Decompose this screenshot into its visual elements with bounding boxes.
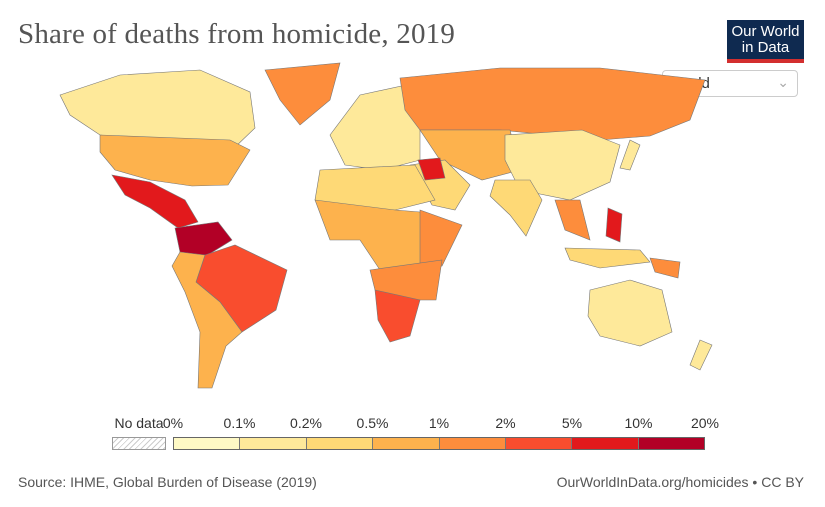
owid-logo[interactable]: Our World in Data	[727, 20, 804, 63]
credit-link[interactable]: OurWorldInData.org/homicides • CC BY	[556, 474, 804, 490]
country-region-iraq-syria[interactable]	[417, 157, 446, 181]
legend-tick-label: 2%	[495, 415, 516, 431]
country-region-usa[interactable]	[99, 134, 251, 187]
country-region-south-africa[interactable]	[374, 289, 421, 343]
country-region-india[interactable]	[489, 179, 543, 237]
chart-title: Share of deaths from homicide, 2019	[18, 18, 456, 50]
legend-tick-label: 0.5%	[356, 415, 389, 431]
legend-tick-label: 0%	[162, 415, 184, 431]
country-region-east-africa[interactable]	[419, 209, 463, 271]
country-region-new-zealand[interactable]	[689, 339, 713, 371]
legend-bin[interactable]	[174, 438, 241, 449]
source-text: Source: IHME, Global Burden of Disease (…	[18, 474, 317, 490]
country-region-greenland[interactable]	[264, 62, 341, 126]
legend-color-bar	[173, 437, 705, 450]
country-region-south-america-rest[interactable]	[171, 251, 243, 389]
country-region-colombia-venezuela[interactable]	[174, 221, 233, 257]
legend-bin[interactable]	[240, 438, 307, 449]
chevron-down-icon: ⌄	[777, 74, 789, 90]
country-region-philippines[interactable]	[605, 207, 623, 243]
country-region-southeast-asia[interactable]	[554, 199, 591, 241]
legend-bin[interactable]	[306, 438, 374, 449]
country-region-central-asia[interactable]	[419, 129, 521, 181]
legend-tick-label: 1%	[428, 415, 450, 431]
legend-tick-label: 10%	[624, 415, 653, 431]
legend-bin[interactable]	[505, 438, 573, 449]
legend-bin[interactable]	[638, 438, 704, 449]
logo-line-2: in Data	[741, 39, 790, 56]
country-region-papua-new-guinea[interactable]	[649, 257, 681, 279]
country-region-canada[interactable]	[59, 69, 256, 151]
country-region-china[interactable]	[504, 129, 621, 201]
legend-tick-label: 0.1%	[223, 415, 256, 431]
legend-tick-label: 5%	[561, 415, 583, 431]
legend-tick-label: 0.2%	[290, 415, 322, 431]
legend-bin[interactable]	[439, 438, 506, 449]
legend-bin[interactable]	[373, 438, 440, 449]
country-region-indonesia[interactable]	[564, 247, 651, 269]
legend-tick-label: 20%	[690, 415, 720, 431]
legend-no-data-swatch[interactable]	[112, 437, 166, 450]
country-region-australia[interactable]	[587, 279, 673, 347]
legend-bin[interactable]	[572, 438, 639, 449]
country-region-west-central-africa[interactable]	[314, 199, 429, 271]
logo-line-1: Our World	[731, 23, 800, 40]
country-region-russia[interactable]	[399, 67, 706, 141]
country-region-japan[interactable]	[619, 139, 641, 171]
legend-no-data-label: No data	[114, 415, 164, 431]
country-region-mexico-central-america[interactable]	[111, 174, 199, 229]
